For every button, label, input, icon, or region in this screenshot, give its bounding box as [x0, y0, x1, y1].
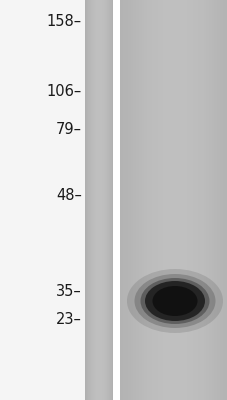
Text: 48–: 48–	[56, 188, 82, 204]
Bar	[110, 0, 111, 400]
Bar	[104, 0, 105, 400]
Bar	[119, 0, 122, 400]
Text: 106–: 106–	[47, 84, 82, 100]
Bar	[93, 0, 94, 400]
Ellipse shape	[152, 286, 197, 316]
Bar	[88, 0, 89, 400]
Bar	[92, 0, 93, 400]
Bar	[216, 0, 219, 400]
Bar	[90, 0, 91, 400]
Text: 35–: 35–	[56, 284, 82, 298]
Bar	[163, 0, 165, 400]
Bar	[189, 0, 192, 400]
Text: 79–: 79–	[56, 122, 82, 138]
Bar	[208, 0, 211, 400]
Bar	[107, 0, 108, 400]
Bar	[109, 0, 110, 400]
Bar	[181, 0, 184, 400]
Bar	[106, 0, 107, 400]
Ellipse shape	[144, 281, 204, 321]
Bar	[103, 0, 104, 400]
Bar	[136, 0, 138, 400]
Bar	[149, 0, 152, 400]
Bar	[179, 0, 181, 400]
Bar	[95, 0, 96, 400]
Bar	[144, 0, 146, 400]
Bar	[224, 0, 227, 400]
Bar	[102, 0, 103, 400]
Bar	[91, 0, 92, 400]
Bar	[122, 0, 125, 400]
Bar	[200, 0, 203, 400]
Bar	[112, 0, 113, 400]
Bar	[85, 0, 86, 400]
Bar	[119, 0, 227, 400]
Bar	[108, 0, 109, 400]
Bar	[89, 0, 90, 400]
Bar	[176, 0, 179, 400]
Bar	[160, 0, 163, 400]
Bar	[203, 0, 205, 400]
Ellipse shape	[134, 274, 215, 328]
Bar	[170, 0, 173, 400]
Bar	[133, 0, 136, 400]
Bar	[168, 0, 170, 400]
Bar	[195, 0, 197, 400]
Bar	[98, 0, 99, 400]
Bar	[113, 0, 119, 400]
Ellipse shape	[140, 278, 209, 324]
Bar	[99, 0, 100, 400]
Bar	[101, 0, 102, 400]
Bar	[157, 0, 160, 400]
Bar	[85, 0, 113, 400]
Bar	[130, 0, 133, 400]
Bar	[173, 0, 176, 400]
Bar	[105, 0, 106, 400]
Bar	[154, 0, 157, 400]
Bar	[125, 0, 128, 400]
Bar	[187, 0, 189, 400]
Bar	[222, 0, 224, 400]
Bar	[152, 0, 154, 400]
Bar	[219, 0, 222, 400]
Bar	[141, 0, 144, 400]
Bar	[138, 0, 141, 400]
Bar	[86, 0, 87, 400]
Text: 158–: 158–	[47, 14, 82, 30]
Bar	[97, 0, 98, 400]
Bar	[211, 0, 214, 400]
Text: 23–: 23–	[56, 312, 82, 328]
Ellipse shape	[126, 269, 222, 333]
Bar	[111, 0, 112, 400]
Bar	[87, 0, 88, 400]
Bar	[96, 0, 97, 400]
Bar	[214, 0, 216, 400]
Bar	[146, 0, 149, 400]
Bar	[205, 0, 208, 400]
Bar	[94, 0, 95, 400]
Bar	[100, 0, 101, 400]
Bar	[197, 0, 200, 400]
Bar	[192, 0, 195, 400]
Bar	[165, 0, 168, 400]
Bar	[128, 0, 130, 400]
Bar	[184, 0, 187, 400]
